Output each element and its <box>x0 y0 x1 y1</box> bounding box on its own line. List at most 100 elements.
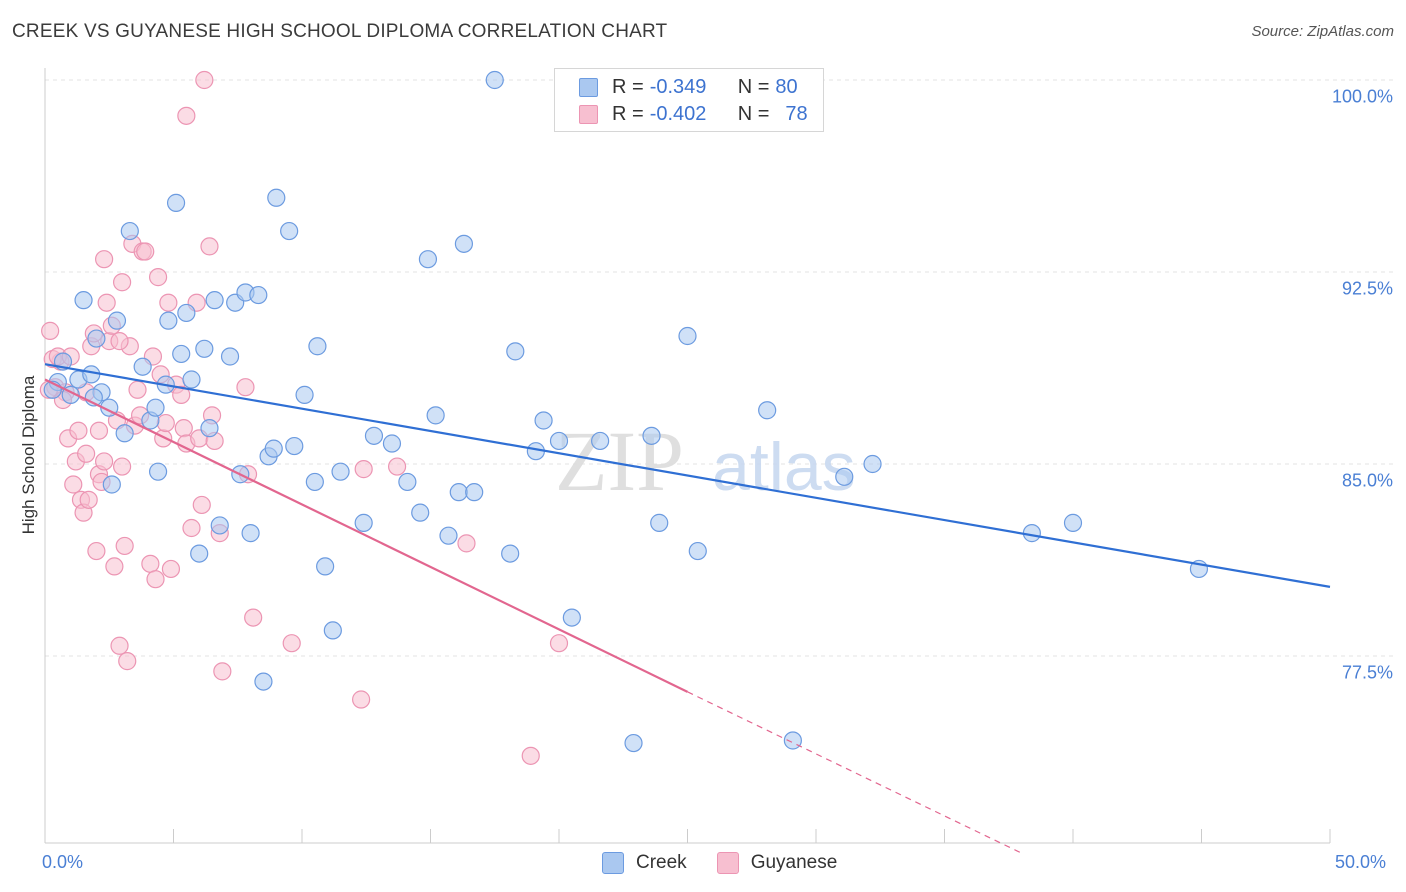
guyanese-point-25 <box>110 636 129 655</box>
creek-point-54 <box>449 483 468 502</box>
guyanese-point-40 <box>148 268 168 287</box>
guyanese-n-label: N = <box>737 102 770 125</box>
guyanese-point-67 <box>387 457 407 476</box>
creek-point-67 <box>642 426 661 445</box>
guyanese-point-28 <box>115 536 134 556</box>
creek-point-27 <box>210 516 229 535</box>
guyanese-point-60 <box>213 662 232 681</box>
guyanese-point-66 <box>354 460 373 479</box>
guyanese-point-5 <box>64 475 83 494</box>
creek-point-65 <box>591 431 610 451</box>
legend-item-guyanese[interactable]: Guyanese <box>716 852 838 874</box>
creek-point-34 <box>254 672 273 691</box>
creek-point-40 <box>295 385 314 404</box>
y-tick-label-1: 85.0% <box>1341 470 1393 491</box>
creek-point-21 <box>177 303 196 323</box>
guyanese-point-51 <box>182 518 201 538</box>
creek-point-46 <box>354 513 373 532</box>
creek-point-9 <box>102 475 121 494</box>
guyanese-point-19 <box>95 452 114 471</box>
guyanese-swatch <box>579 104 598 124</box>
creek-point-61 <box>534 411 553 430</box>
guyanese-point-55 <box>195 70 214 90</box>
creek-point-41 <box>305 472 324 492</box>
creek-point-37 <box>267 188 286 207</box>
creek-point-59 <box>506 342 525 361</box>
x-tick-max: 50.0% <box>1335 852 1387 872</box>
creek-point-5 <box>82 365 101 384</box>
guyanese-point-65 <box>352 690 371 709</box>
guyanese-point-70 <box>549 634 569 653</box>
creek-point-43 <box>316 557 335 576</box>
guyanese-point-45 <box>161 559 181 579</box>
guyanese-point-42 <box>154 429 173 448</box>
y-tick-label-3: 100.0% <box>1331 86 1393 107</box>
guyanese-legend-label: Guyanese <box>750 852 838 873</box>
creek-point-57 <box>485 70 504 90</box>
creek-point-15 <box>146 398 165 417</box>
guyanese-point-0 <box>41 321 60 340</box>
guyanese-point-29 <box>118 652 137 671</box>
creek-point-58 <box>501 544 520 563</box>
guyanese-point-64 <box>282 634 301 653</box>
guyanese-point-43 <box>156 413 175 433</box>
creek-trend-line <box>44 363 1331 588</box>
creek-point-24 <box>195 339 214 358</box>
creek-r-label: R = <box>612 75 644 98</box>
correlation-legend: R = -0.349 N = 80 R = -0.402 N = 78 <box>554 68 824 132</box>
guyanese-point-69 <box>521 746 540 765</box>
chart-title: CREEK VS GUYANESE HIGH SCHOOL DIPLOMA CO… <box>12 21 668 42</box>
watermark-zip-text: ZIP <box>555 413 684 509</box>
legend-row-creek: R = -0.349 N = 80 <box>579 76 798 98</box>
guyanese-point-18 <box>95 250 114 269</box>
guyanese-n-value: 78 <box>785 102 808 125</box>
creek-point-36 <box>264 439 283 458</box>
creek-point-70 <box>688 541 707 561</box>
guyanese-legend-swatch <box>716 852 739 874</box>
guyanese-point-26 <box>112 457 132 476</box>
creek-point-10 <box>107 311 127 330</box>
creek-point-19 <box>166 193 186 212</box>
creek-point-63 <box>562 608 581 627</box>
guyanese-point-7 <box>69 421 88 440</box>
creek-r-value: -0.349 <box>649 75 707 98</box>
creek-point-32 <box>241 524 260 543</box>
creek-swatch <box>579 77 598 97</box>
guyanese-point-68 <box>457 534 476 553</box>
creek-point-33 <box>249 285 268 305</box>
creek-points <box>43 70 1209 753</box>
creek-point-39 <box>285 436 304 456</box>
creek-point-56 <box>465 483 484 502</box>
creek-point-76 <box>1063 513 1083 532</box>
guyanese-point-54 <box>192 495 211 515</box>
creek-point-23 <box>190 544 209 563</box>
y-tick-label-0: 77.5% <box>1341 662 1393 683</box>
guyanese-point-39 <box>146 570 165 589</box>
guyanese-point-76 <box>110 332 129 351</box>
guyanese-point-50 <box>177 106 196 125</box>
creek-point-25 <box>200 419 219 438</box>
guyanese-point-10 <box>77 444 96 463</box>
creek-point-48 <box>382 434 402 453</box>
source-label: Source: ZipAtlas.com <box>1251 23 1394 40</box>
creek-point-45 <box>331 462 350 481</box>
trend-lines <box>44 363 1331 854</box>
creek-point-50 <box>411 503 430 522</box>
guyanese-point-37 <box>141 554 160 573</box>
watermark-atlas-text: atlas <box>712 429 856 505</box>
creek-point-69 <box>678 326 697 346</box>
legend-item-creek[interactable]: Creek <box>602 852 687 874</box>
guyanese-trend-line <box>44 378 688 693</box>
guyanese-r-value: -0.402 <box>649 102 707 125</box>
creek-point-28 <box>220 347 240 366</box>
creek-point-52 <box>426 406 445 425</box>
legend-row-guyanese: R = -0.402 N = 78 <box>579 103 808 125</box>
guyanese-point-16 <box>89 421 109 440</box>
guyanese-point-11 <box>79 490 98 509</box>
guyanese-trend-extension <box>687 691 1022 854</box>
creek-point-42 <box>308 337 327 356</box>
guyanese-point-61 <box>236 378 255 397</box>
creek-point-73 <box>835 467 854 486</box>
series-legend: Creek Guyanese <box>602 852 867 874</box>
